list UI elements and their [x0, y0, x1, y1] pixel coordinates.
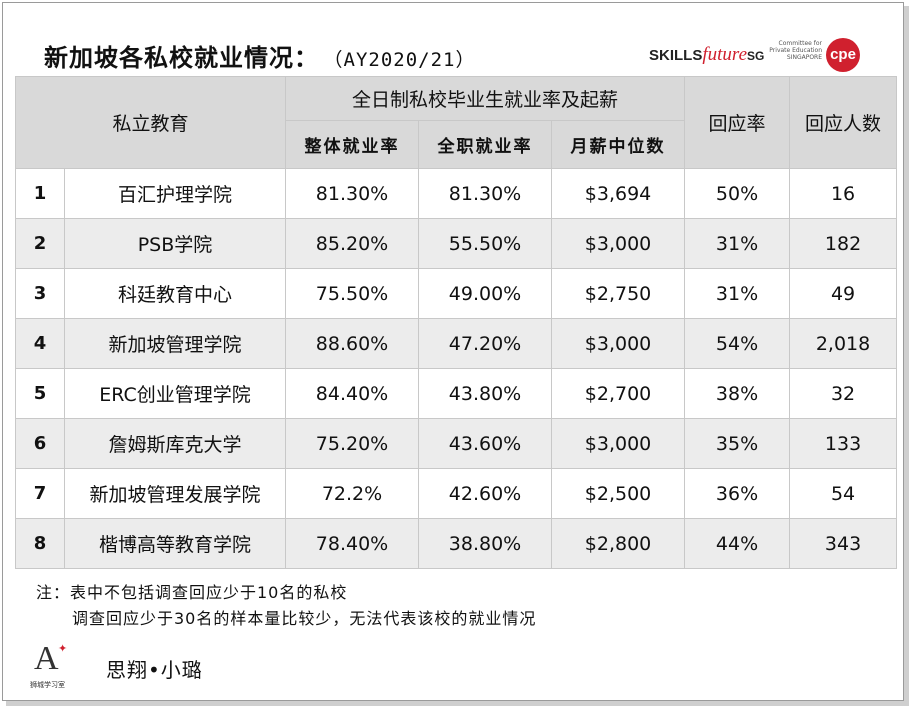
- row-number: 6: [15, 418, 65, 469]
- median-salary: $3,000: [551, 218, 686, 269]
- table-row: 1 百汇护理学院 81.30% 81.30% $3,694 50% 16: [15, 168, 898, 219]
- overall-rate: 81.30%: [285, 168, 420, 219]
- median-salary: $3,000: [551, 318, 686, 369]
- skillsfuture-logo: SKILLSfutureSG: [649, 44, 764, 66]
- notes: 注：表中不包括调查回应少于10名的私校 调查回应少于30名的样本量比较少，无法代…: [36, 580, 536, 632]
- response-rate: 31%: [684, 218, 791, 269]
- overall-rate: 75.20%: [285, 418, 420, 469]
- frame-shadow-right: [904, 6, 909, 705]
- median-salary: $3,694: [551, 168, 686, 219]
- median-salary: $2,750: [551, 268, 686, 319]
- header-response-count: 回应人数: [789, 76, 898, 169]
- response-count: 182: [789, 218, 898, 269]
- frame-shadow-bottom: [6, 701, 909, 706]
- header-school: 私立教育: [14, 76, 287, 169]
- footer-logo: A ✦ 狮城学习室: [30, 640, 82, 690]
- school-name: ERC创业管理学院: [63, 368, 287, 419]
- fulltime-rate: 49.00%: [418, 268, 553, 319]
- cpe-logo-mark: cpe: [826, 38, 860, 72]
- table-row: 6 詹姆斯库克大学 75.20% 43.60% $3,000 35% 133: [15, 418, 898, 469]
- header-school-label: 私立教育: [112, 113, 189, 135]
- employment-table: 私立教育 全日制私校毕业生就业率及起薪 回应率 回应人数 整体就业率 全职就业率…: [14, 76, 898, 569]
- row-number: 4: [15, 318, 65, 369]
- response-count: 16: [789, 168, 898, 219]
- table-row: 8 楷博高等教育学院 78.40% 38.80% $2,800 44% 343: [15, 518, 898, 569]
- logo-future-text: future: [702, 44, 748, 65]
- logo-sg-text: SG: [747, 49, 765, 63]
- response-rate: 44%: [684, 518, 791, 569]
- fulltime-rate: 81.30%: [418, 168, 553, 219]
- overall-rate: 72.2%: [285, 468, 420, 519]
- median-salary: $2,500: [551, 468, 686, 519]
- footer-logo-sub: 狮城学习室: [30, 681, 65, 689]
- row-number: 2: [15, 218, 65, 269]
- overall-rate: 78.40%: [285, 518, 420, 569]
- header-median-salary: 月薪中位数: [551, 120, 686, 169]
- header-response-rate: 回应率: [684, 76, 791, 169]
- fulltime-rate: 43.60%: [418, 418, 553, 469]
- row-number: 3: [15, 268, 65, 319]
- note-line-1: 注：表中不包括调查回应少于10名的私校: [36, 583, 348, 602]
- school-name: PSB学院: [63, 218, 287, 269]
- response-count: 54: [789, 468, 898, 519]
- note-line-2: 调查回应少于30名的样本量比较少，无法代表该校的就业情况: [72, 609, 537, 628]
- header-group: 全日制私校毕业生就业率及起薪: [285, 76, 686, 121]
- school-name: 詹姆斯库克大学: [63, 418, 287, 469]
- response-count: 343: [789, 518, 898, 569]
- row-number: 8: [15, 518, 65, 569]
- response-rate: 36%: [684, 468, 791, 519]
- response-count: 2,018: [789, 318, 898, 369]
- response-rate: 50%: [684, 168, 791, 219]
- row-number: 1: [15, 168, 65, 219]
- response-rate: 38%: [684, 368, 791, 419]
- fulltime-rate: 42.60%: [418, 468, 553, 519]
- page-title: 新加坡各私校就业情况： （AY2020/21）: [44, 38, 475, 73]
- title-main: 新加坡各私校就业情况：: [44, 44, 319, 72]
- school-name: 科廷教育中心: [63, 268, 287, 319]
- response-count: 133: [789, 418, 898, 469]
- response-rate: 35%: [684, 418, 791, 469]
- median-salary: $2,800: [551, 518, 686, 569]
- table-row: 4 新加坡管理学院 88.60% 47.20% $3,000 54% 2,018: [15, 318, 898, 369]
- author-name: 思翔•小璐: [106, 658, 203, 682]
- overall-rate: 88.60%: [285, 318, 420, 369]
- fulltime-rate: 55.50%: [418, 218, 553, 269]
- response-count: 32: [789, 368, 898, 419]
- row-number: 5: [15, 368, 65, 419]
- fulltime-rate: 38.80%: [418, 518, 553, 569]
- response-rate: 31%: [684, 268, 791, 319]
- response-count: 49: [789, 268, 898, 319]
- response-rate: 54%: [684, 318, 791, 369]
- school-name: 百汇护理学院: [63, 168, 287, 219]
- median-salary: $2,700: [551, 368, 686, 419]
- cpe-logo-text: Committee for Private Education SINGAPOR…: [769, 40, 822, 61]
- header-overall-rate: 整体就业率: [285, 120, 420, 169]
- header-fulltime-rate: 全职就业率: [418, 120, 553, 169]
- bird-icon: ✦: [58, 642, 68, 655]
- school-name: 新加坡管理学院: [63, 318, 287, 369]
- fulltime-rate: 43.80%: [418, 368, 553, 419]
- fulltime-rate: 47.20%: [418, 318, 553, 369]
- table-row: 5 ERC创业管理学院 84.40% 43.80% $2,700 38% 32: [15, 368, 898, 419]
- school-name: 新加坡管理发展学院: [63, 468, 287, 519]
- logo-skills-text: SKILLS: [649, 47, 703, 64]
- cpe-logo: Committee for Private Education SINGAPOR…: [768, 36, 860, 76]
- median-salary: $3,000: [551, 418, 686, 469]
- footer-logo-letter: A: [34, 640, 59, 677]
- overall-rate: 85.20%: [285, 218, 420, 269]
- overall-rate: 75.50%: [285, 268, 420, 319]
- table-row: 3 科廷教育中心 75.50% 49.00% $2,750 31% 49: [15, 268, 898, 319]
- table-row: 2 PSB学院 85.20% 55.50% $3,000 31% 182: [15, 218, 898, 269]
- title-year: （AY2020/21）: [333, 49, 476, 71]
- overall-rate: 84.40%: [285, 368, 420, 419]
- row-number: 7: [15, 468, 65, 519]
- school-name: 楷博高等教育学院: [63, 518, 287, 569]
- table-row: 7 新加坡管理发展学院 72.2% 42.60% $2,500 36% 54: [15, 468, 898, 519]
